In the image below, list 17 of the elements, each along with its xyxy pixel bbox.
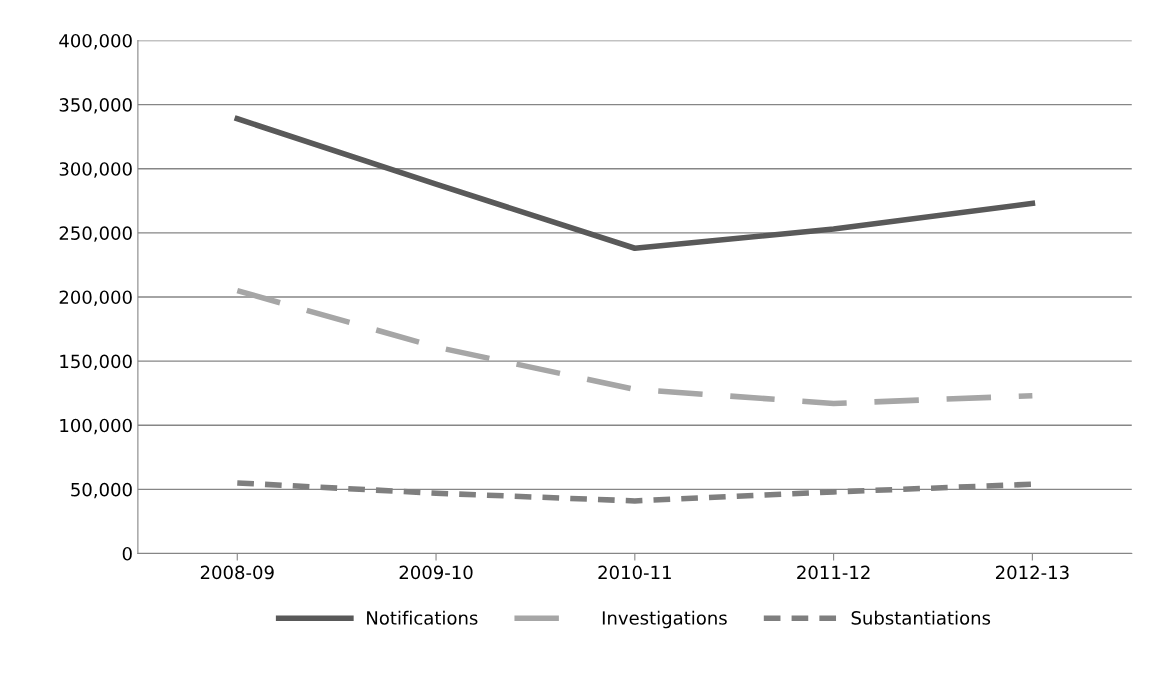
x-tick-label: 2008-09 [200,565,274,580]
y-tick-label: 250,000 [59,226,132,242]
x-tick-label: 2009-10 [399,565,473,580]
y-tick-label: 100,000 [60,418,132,435]
y-tick-label: 50,000 [71,482,132,499]
x-tick-label: 2012-13 [995,565,1069,580]
x-tick-label: 2010-11 [598,565,671,580]
y-tick-label: 300,000 [59,162,132,178]
legend-label: Investigations [602,610,727,629]
y-tick-label: 200,000 [59,290,132,306]
legend-label: Substantiations [851,610,991,625]
y-tick-label: 350,000 [59,98,132,114]
x-tick-label: 2011-12 [797,565,870,580]
y-tick-label: 400,000 [59,33,132,50]
y-tick-label: 150,000 [60,354,132,371]
legend-label: Notifications [367,610,478,625]
y-tick-label: 0 [122,546,132,561]
